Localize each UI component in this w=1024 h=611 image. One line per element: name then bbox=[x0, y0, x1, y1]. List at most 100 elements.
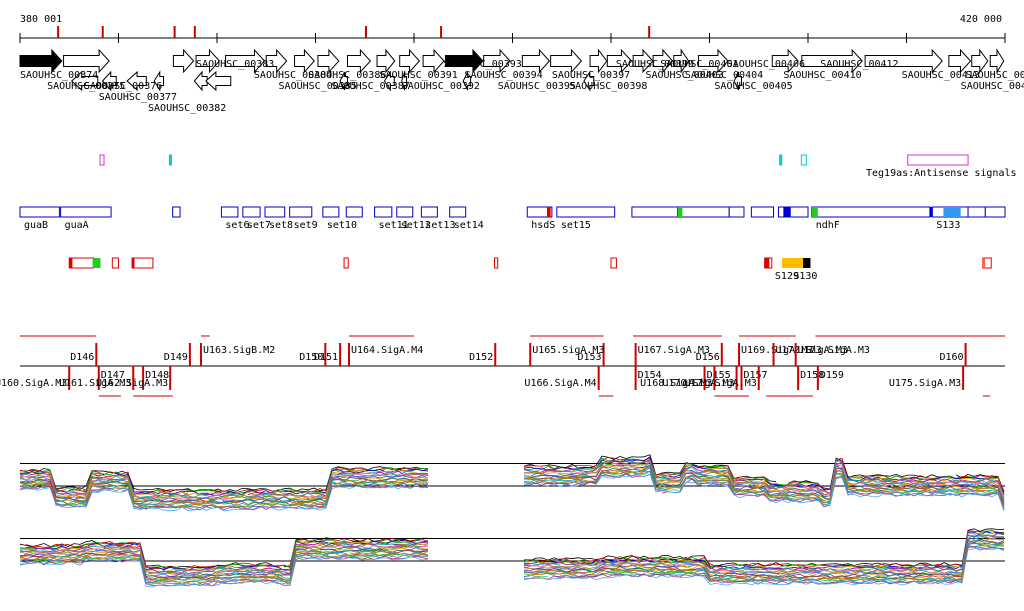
gene-reverse-arrow bbox=[205, 70, 232, 92]
gene-forward-arrow bbox=[225, 48, 266, 74]
expression-trace bbox=[19, 544, 1005, 584]
promoter-label-lower: U160.SigA.M3 bbox=[0, 378, 67, 389]
promoter-label-upper: U173.SigA.M3 bbox=[798, 345, 870, 356]
gene-forward-arrow bbox=[652, 48, 674, 74]
annotation-label: set13 bbox=[425, 220, 455, 231]
gene-label: SAOUHSC_00406 bbox=[727, 59, 805, 70]
promoter-label-lower: U166.SigA.M4 bbox=[524, 378, 596, 389]
gene-label: SAOUHSC_00377 bbox=[99, 92, 177, 103]
antisense-label: Teg19as:Antisense signals bbox=[866, 168, 1017, 179]
gene-forward-arrow bbox=[422, 48, 445, 74]
antisense-mark bbox=[800, 154, 807, 166]
annotation-box bbox=[220, 206, 239, 218]
promoter-label-lower: U161.SigA.M3 bbox=[59, 378, 131, 389]
annotation-label: guaB bbox=[24, 220, 48, 231]
gene-reverse-arrow bbox=[583, 70, 595, 92]
annotation-label: set9 bbox=[294, 220, 318, 231]
annotation-label: set8 bbox=[269, 220, 293, 231]
annotation-box bbox=[396, 206, 414, 218]
gene-forward-arrow bbox=[589, 48, 608, 74]
promoter-label-lower: U171.SigA.M3 bbox=[684, 378, 756, 389]
gene-label: SAOUHSC_00403 bbox=[645, 70, 723, 81]
annotation-label: set11 bbox=[379, 220, 409, 231]
gene-label: SAOUHSC_00416 bbox=[966, 70, 1024, 81]
annotation-label: set6 bbox=[225, 220, 249, 231]
segment-label: S129 bbox=[775, 271, 799, 282]
gene-forward-arrow bbox=[948, 48, 972, 74]
gene-label: SAOUHSC_00382 bbox=[148, 103, 226, 114]
expression-trace bbox=[19, 541, 1005, 581]
segment-fill bbox=[803, 258, 811, 268]
gene-forward-arrow bbox=[771, 48, 799, 74]
annotation-fill bbox=[943, 207, 961, 217]
gene-forward-arrow bbox=[265, 48, 288, 74]
annotation-box bbox=[345, 206, 363, 218]
gene-forward-arrow bbox=[399, 48, 421, 74]
annotation-label: set7 bbox=[247, 220, 271, 231]
gene-forward-arrow bbox=[864, 48, 943, 74]
gene-label: SAOUHSC_00399 bbox=[616, 59, 694, 70]
expression-trace bbox=[19, 528, 1005, 569]
promoter-label-upper: U165.SigA.M3 bbox=[532, 345, 604, 356]
gene-label: SAOUHSC_00405 bbox=[714, 81, 792, 92]
segment-fill bbox=[69, 258, 73, 268]
promoter-label-upper: U167.SigA.M3 bbox=[638, 345, 710, 356]
gene-track: SAOUHSC_00374SAOUHSC_00375SAOUHSC_00376S… bbox=[19, 48, 1024, 114]
promoter-label-lower: D155 bbox=[707, 370, 731, 381]
gene-reverse-arrow bbox=[401, 71, 408, 91]
gene-reverse-arrow bbox=[153, 70, 165, 92]
gene-label: SAOUHSC_00387 bbox=[331, 81, 409, 92]
gene-forward-arrow bbox=[294, 48, 315, 74]
gene-label: SAOUHSC_00392 bbox=[402, 81, 480, 92]
segment-box bbox=[131, 257, 154, 269]
promoter-label-lower: D154 bbox=[638, 370, 662, 381]
annotation-box bbox=[172, 206, 181, 218]
annotation-box bbox=[242, 206, 261, 218]
gene-forward-arrow bbox=[195, 48, 221, 74]
gene-forward-arrow bbox=[317, 48, 340, 74]
antisense-mark bbox=[168, 154, 172, 166]
expression-trace bbox=[19, 539, 1005, 580]
gene-reverse-arrow bbox=[101, 70, 117, 92]
promoter-label-upper: D151 bbox=[314, 352, 338, 363]
gene-label: SAOUHSC_00401 bbox=[660, 59, 738, 70]
promoter-label-lower: D157 bbox=[744, 370, 768, 381]
expression-track bbox=[19, 454, 1005, 588]
antisense-track bbox=[99, 154, 969, 166]
annotation-label: set15 bbox=[561, 220, 591, 231]
segment-fill bbox=[782, 258, 804, 268]
gene-forward-arrow bbox=[483, 48, 511, 74]
gene-forward-arrow bbox=[632, 48, 654, 74]
gene-forward-arrow bbox=[971, 48, 989, 74]
promoter-label-upper: D160 bbox=[940, 352, 964, 363]
annotation-label: set12 bbox=[401, 220, 431, 231]
promoter-label-upper: U163.SigB.M2 bbox=[203, 345, 275, 356]
gene-reverse-arrow bbox=[339, 71, 348, 91]
expression-trace bbox=[19, 473, 1005, 512]
gene-label: SAOUHSC_00375 bbox=[47, 81, 125, 92]
promoter-label-upper: D152 bbox=[469, 352, 493, 363]
promoter-label-lower: D158 bbox=[800, 370, 824, 381]
gene-label: SAOUHSC_00395 bbox=[498, 81, 576, 92]
annotation-box bbox=[60, 206, 112, 218]
promoter-label-lower: U168.SigA.M3 bbox=[640, 378, 712, 389]
expression-trace bbox=[19, 470, 1005, 508]
annotation-fill bbox=[677, 207, 683, 217]
promoter-label-upper: D149 bbox=[164, 352, 188, 363]
annotation-box bbox=[289, 206, 313, 218]
gene-forward-arrow bbox=[521, 48, 551, 74]
expression-trace bbox=[19, 532, 1005, 573]
annotation-box bbox=[556, 206, 616, 218]
gene-forward-arrow bbox=[550, 48, 583, 74]
annotation-box bbox=[19, 206, 60, 218]
annotation-box bbox=[526, 206, 553, 218]
gene-reverse-arrow bbox=[70, 70, 99, 92]
annotation-box bbox=[967, 206, 986, 218]
annotation-box bbox=[728, 206, 745, 218]
annotation-fill bbox=[929, 207, 933, 217]
ruler-end-label: 420 000 bbox=[960, 14, 1002, 25]
gene-forward-arrow bbox=[445, 48, 484, 74]
gene-label: SAOUHSC_00393 bbox=[444, 59, 522, 70]
